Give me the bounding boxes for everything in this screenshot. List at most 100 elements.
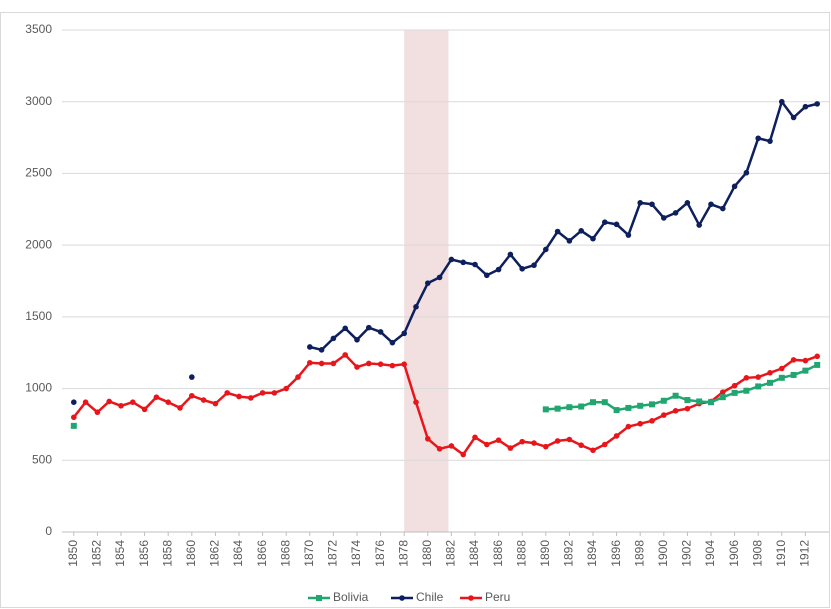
data-point [377,329,384,335]
data-point [802,357,809,364]
x-tick-label: 1856 [137,540,151,567]
data-point [307,359,313,366]
data-point [578,442,584,449]
data-point [543,443,549,450]
data-point [755,383,762,390]
data-point [460,451,467,458]
data-point [613,433,620,439]
data-point [708,399,714,406]
x-tick-label: 1890 [538,540,552,567]
data-point [484,272,490,279]
data-point [814,361,821,368]
data-point [495,437,502,444]
data-point [684,405,691,412]
data-point [613,221,620,228]
x-tick-label: 1908 [750,540,764,567]
x-tick-label: 1864 [231,540,245,567]
data-point [519,438,525,445]
data-point [590,235,596,242]
y-tick-label: 2500 [25,166,52,180]
data-point [366,360,372,367]
x-tick-label: 1900 [656,540,670,567]
legend-item: Bolivia [308,590,369,604]
data-point [720,205,726,212]
data-point [790,357,797,363]
data-point [602,441,608,448]
data-point [590,447,596,454]
data-point [71,399,77,405]
data-point [118,402,124,409]
data-point [637,402,644,409]
data-point [767,379,773,386]
data-point [743,387,750,394]
x-tick-label: 1868 [278,540,292,567]
data-point [625,232,632,238]
data-point [248,395,254,401]
data-point [200,397,207,403]
data-point [802,103,809,110]
data-point [377,361,384,367]
data-point [460,259,467,266]
data-point [554,405,561,412]
data-point [719,394,726,401]
x-tick-label: 1906 [727,540,741,567]
legend-item: Peru [460,590,510,604]
data-point [189,392,195,399]
data-point [177,405,183,411]
data-point [531,440,537,446]
data-point [153,394,160,400]
legend-marker [399,595,405,601]
data-point [684,200,691,206]
x-tick-label: 1898 [632,540,646,567]
data-point [672,408,679,414]
x-tick-label: 1878 [396,540,410,567]
data-point [637,200,643,206]
data-point [696,222,702,228]
data-point [790,371,797,378]
data-point [271,390,278,396]
series-peru [71,352,820,458]
data-point [448,256,455,263]
data-point [802,367,809,374]
data-point [578,228,584,234]
series-line [72,353,818,456]
data-point [625,404,632,411]
x-tick-label: 1892 [562,540,576,567]
data-point [637,420,643,427]
data-point [720,389,726,395]
data-point [413,304,419,310]
data-point [495,266,502,273]
data-point [602,219,608,225]
data-point [755,374,761,380]
x-tick-label: 1912 [798,540,812,567]
data-point [507,251,514,258]
data-point [318,347,325,353]
data-point [566,436,573,443]
x-tick-label: 1910 [774,540,788,567]
x-tick-label: 1886 [491,540,505,567]
y-tick-label: 2000 [25,237,52,251]
series-chile [71,98,820,405]
data-point [130,399,136,405]
x-tick-label: 1850 [66,540,80,567]
data-point [366,324,372,331]
data-point [472,261,478,268]
data-point [401,330,408,337]
x-tick-label: 1884 [467,540,481,567]
data-point [413,399,419,405]
x-tick-label: 1860 [184,540,198,567]
x-tick-label: 1904 [703,540,717,567]
data-point [601,399,608,406]
legend-label: Bolivia [333,590,369,604]
data-point [542,406,549,413]
data-point [141,406,148,413]
data-point [189,374,195,380]
data-point [472,434,478,441]
data-point [779,365,785,372]
data-point [672,392,679,399]
data-point [554,438,561,444]
data-point [554,228,561,235]
x-tick-label: 1876 [373,540,387,567]
data-point [330,360,337,367]
